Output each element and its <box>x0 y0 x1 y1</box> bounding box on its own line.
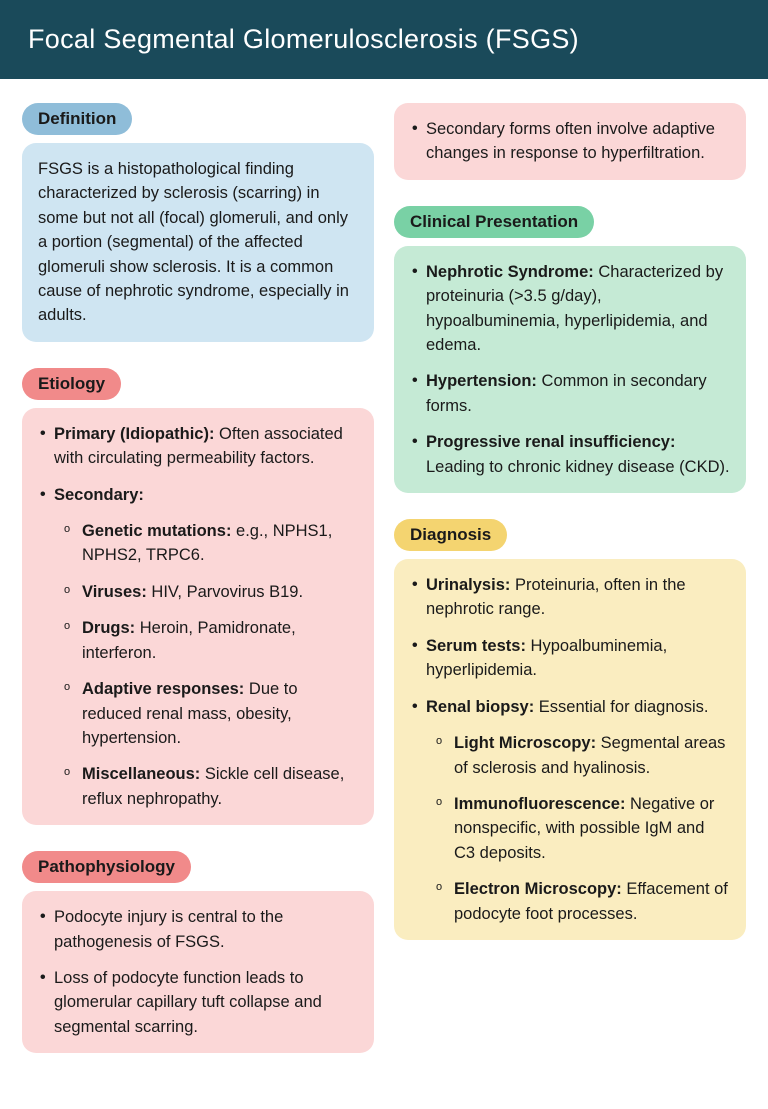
etiology-section: Etiology Primary (Idiopathic): Often ass… <box>22 368 374 825</box>
definition-section: Definition FSGS is a histopathological f… <box>22 103 374 342</box>
diagnosis-tag: Diagnosis <box>394 519 507 551</box>
clinical-tag: Clinical Presentation <box>394 206 594 238</box>
patho-body-2: Secondary forms often involve adaptive c… <box>394 103 746 180</box>
etiology-misc: Miscellaneous: Sickle cell disease, refl… <box>62 762 358 811</box>
etiology-body: Primary (Idiopathic): Often associated w… <box>22 408 374 825</box>
patho-section: Pathophysiology Podocyte injury is centr… <box>22 851 374 1053</box>
content-columns: Definition FSGS is a histopathological f… <box>0 79 768 1077</box>
clinical-renal: Progressive renal insufficiency: Leading… <box>410 430 730 479</box>
diagnosis-biopsy: Renal biopsy: Essential for diagnosis. L… <box>410 695 730 926</box>
etiology-primary: Primary (Idiopathic): Often associated w… <box>38 422 358 471</box>
diagnosis-light: Light Microscopy: Segmental areas of scl… <box>434 731 730 780</box>
diagnosis-serum: Serum tests: Hypoalbuminemia, hyperlipid… <box>410 634 730 683</box>
diagnosis-immuno: Immunofluorescence: Negative or nonspeci… <box>434 792 730 865</box>
patho-p1: Podocyte injury is central to the pathog… <box>38 905 358 954</box>
patho-overflow-section: Secondary forms often involve adaptive c… <box>394 103 746 180</box>
patho-p2: Loss of podocyte function leads to glome… <box>38 966 358 1039</box>
page-header: Focal Segmental Glomerulosclerosis (FSGS… <box>0 0 768 79</box>
patho-tag: Pathophysiology <box>22 851 191 883</box>
etiology-tag: Etiology <box>22 368 121 400</box>
etiology-drugs: Drugs: Heroin, Pamidronate, interferon. <box>62 616 358 665</box>
right-column: Secondary forms often involve adaptive c… <box>394 103 746 1053</box>
diagnosis-em: Electron Microscopy: Effacement of podoc… <box>434 877 730 926</box>
clinical-section: Clinical Presentation Nephrotic Syndrome… <box>394 206 746 493</box>
diagnosis-section: Diagnosis Urinalysis: Proteinuria, often… <box>394 519 746 940</box>
definition-text: FSGS is a histopathological finding char… <box>38 160 349 324</box>
etiology-adaptive: Adaptive responses: Due to reduced renal… <box>62 677 358 750</box>
left-column: Definition FSGS is a histopathological f… <box>22 103 374 1053</box>
diagnosis-urinalysis: Urinalysis: Proteinuria, often in the ne… <box>410 573 730 622</box>
diagnosis-body: Urinalysis: Proteinuria, often in the ne… <box>394 559 746 940</box>
clinical-htn: Hypertension: Common in secondary forms. <box>410 369 730 418</box>
definition-tag: Definition <box>22 103 132 135</box>
patho-body-1: Podocyte injury is central to the pathog… <box>22 891 374 1053</box>
clinical-body: Nephrotic Syndrome: Characterized by pro… <box>394 246 746 493</box>
definition-body: FSGS is a histopathological finding char… <box>22 143 374 342</box>
patho-p3: Secondary forms often involve adaptive c… <box>410 117 730 166</box>
page-title: Focal Segmental Glomerulosclerosis (FSGS… <box>28 24 740 55</box>
etiology-genetic: Genetic mutations: e.g., NPHS1, NPHS2, T… <box>62 519 358 568</box>
clinical-nephrotic: Nephrotic Syndrome: Characterized by pro… <box>410 260 730 358</box>
etiology-secondary: Secondary: Genetic mutations: e.g., NPHS… <box>38 483 358 811</box>
etiology-viruses: Viruses: HIV, Parvovirus B19. <box>62 580 358 604</box>
